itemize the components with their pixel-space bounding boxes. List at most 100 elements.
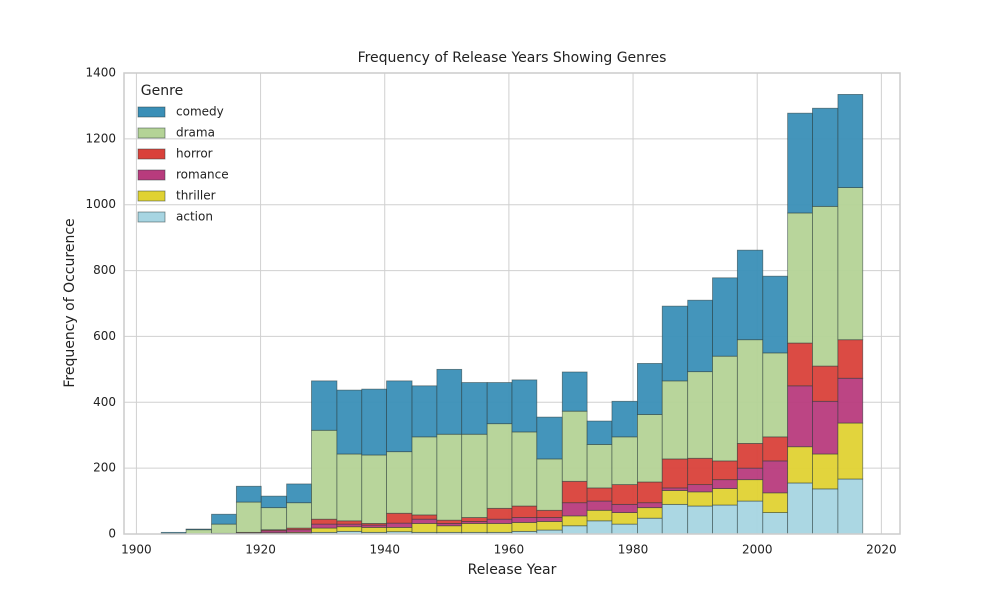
- bar-segment: [736, 479, 764, 502]
- legend-label: romance: [176, 168, 229, 182]
- bar-segment: [411, 385, 438, 438]
- y-tick-label: 800: [93, 263, 116, 277]
- bar-segment: [611, 400, 638, 438]
- y-tick-label: 1200: [85, 131, 116, 145]
- legend-swatch: [137, 211, 166, 223]
- bar-segment: [787, 482, 813, 535]
- bar-segment: [762, 436, 789, 462]
- plot-border: [123, 72, 901, 535]
- y-tick-label: 1000: [85, 197, 116, 211]
- bar-segment: [661, 305, 689, 382]
- bar-segment: [436, 519, 463, 524]
- x-tick-label: 1960: [494, 543, 525, 557]
- bar-segment: [787, 212, 813, 344]
- x-tick-label: 1940: [369, 543, 400, 557]
- bar-segment: [637, 414, 663, 483]
- bar-segment: [611, 503, 638, 513]
- bar-segment: [260, 507, 288, 531]
- bar-segment: [787, 342, 813, 387]
- bar-segment: [812, 107, 839, 207]
- bar-segment: [787, 446, 813, 484]
- bar-segment: [637, 481, 663, 504]
- bar-segment: [712, 504, 738, 535]
- bar-segment: [386, 522, 413, 528]
- bar-segment: [461, 523, 488, 533]
- bar-segment: [611, 523, 638, 535]
- y-tick-label: 1400: [85, 66, 116, 80]
- bar-segment: [311, 523, 338, 529]
- x-tick-label: 1900: [121, 543, 152, 557]
- bar-segment: [235, 501, 262, 533]
- bar-segment: [637, 363, 663, 415]
- bar-segment: [637, 502, 663, 509]
- bar-segment: [611, 512, 638, 525]
- bar-segment: [586, 509, 613, 522]
- bar-segment: [586, 520, 613, 535]
- bar-segment: [511, 522, 538, 532]
- bar-segment: [736, 467, 764, 481]
- bar-segment: [812, 453, 839, 490]
- bar-segment: [361, 527, 387, 533]
- y-tick-label: 400: [93, 395, 116, 409]
- legend-swatch: [137, 148, 166, 160]
- x-tick-label: 1980: [618, 543, 649, 557]
- bar-segment: [687, 484, 713, 493]
- legend-label: drama: [176, 126, 215, 140]
- bar-segment: [637, 507, 663, 519]
- bar-segment: [687, 457, 713, 486]
- bar-segment: [311, 380, 338, 431]
- bar-segment: [336, 526, 363, 532]
- legend-swatch: [137, 190, 166, 202]
- bar-segment: [386, 380, 413, 453]
- bar-segment: [762, 460, 789, 494]
- bar-segment: [286, 502, 312, 529]
- legend-label: comedy: [176, 105, 224, 119]
- bar-segment: [687, 505, 713, 535]
- bar-segment: [611, 436, 638, 486]
- bar-segment: [311, 429, 338, 520]
- bar-segment: [361, 388, 387, 456]
- bar-segment: [661, 503, 689, 535]
- bar-segment: [536, 521, 563, 531]
- bar-segment: [260, 495, 288, 509]
- bar-segment: [712, 277, 738, 357]
- bar-segment: [536, 517, 563, 522]
- legend-label: action: [176, 210, 213, 224]
- bar-segment: [736, 443, 764, 469]
- x-tick-label: 1920: [245, 543, 276, 557]
- bar-segment: [536, 509, 563, 518]
- y-tick-label: 0: [108, 527, 116, 541]
- bar-segment: [511, 431, 538, 507]
- legend-swatch: [137, 127, 166, 139]
- bar-segment: [386, 451, 413, 514]
- bar-segment: [611, 484, 638, 505]
- bar-segment: [461, 433, 488, 518]
- bar-segment: [561, 480, 588, 504]
- legend-label: thriller: [176, 189, 216, 203]
- bar-segment: [411, 436, 438, 516]
- bar-segment: [561, 371, 588, 412]
- bar-segment: [511, 505, 538, 518]
- bar-segment: [837, 94, 864, 188]
- bar-segment: [336, 389, 363, 455]
- bar-segment: [762, 512, 789, 535]
- bar-segment: [411, 523, 438, 533]
- bar-segment: [235, 485, 262, 503]
- bar-segment: [486, 507, 513, 520]
- bar-segment: [837, 339, 864, 379]
- bar-segment: [712, 355, 738, 462]
- bar-segment: [787, 112, 813, 214]
- bar-segment: [712, 488, 738, 506]
- bar-segment: [712, 479, 738, 489]
- bar-segment: [386, 512, 413, 524]
- bar-segment: [661, 380, 689, 460]
- bar-segment: [837, 377, 864, 424]
- bar-segment: [411, 518, 438, 524]
- bar-segment: [386, 527, 413, 533]
- bar-segment: [837, 187, 864, 341]
- x-tick-label: 2000: [742, 543, 773, 557]
- bar-segment: [311, 527, 338, 533]
- bar-segment: [336, 453, 363, 522]
- bar-segment: [762, 352, 789, 438]
- bar-segment: [511, 379, 538, 433]
